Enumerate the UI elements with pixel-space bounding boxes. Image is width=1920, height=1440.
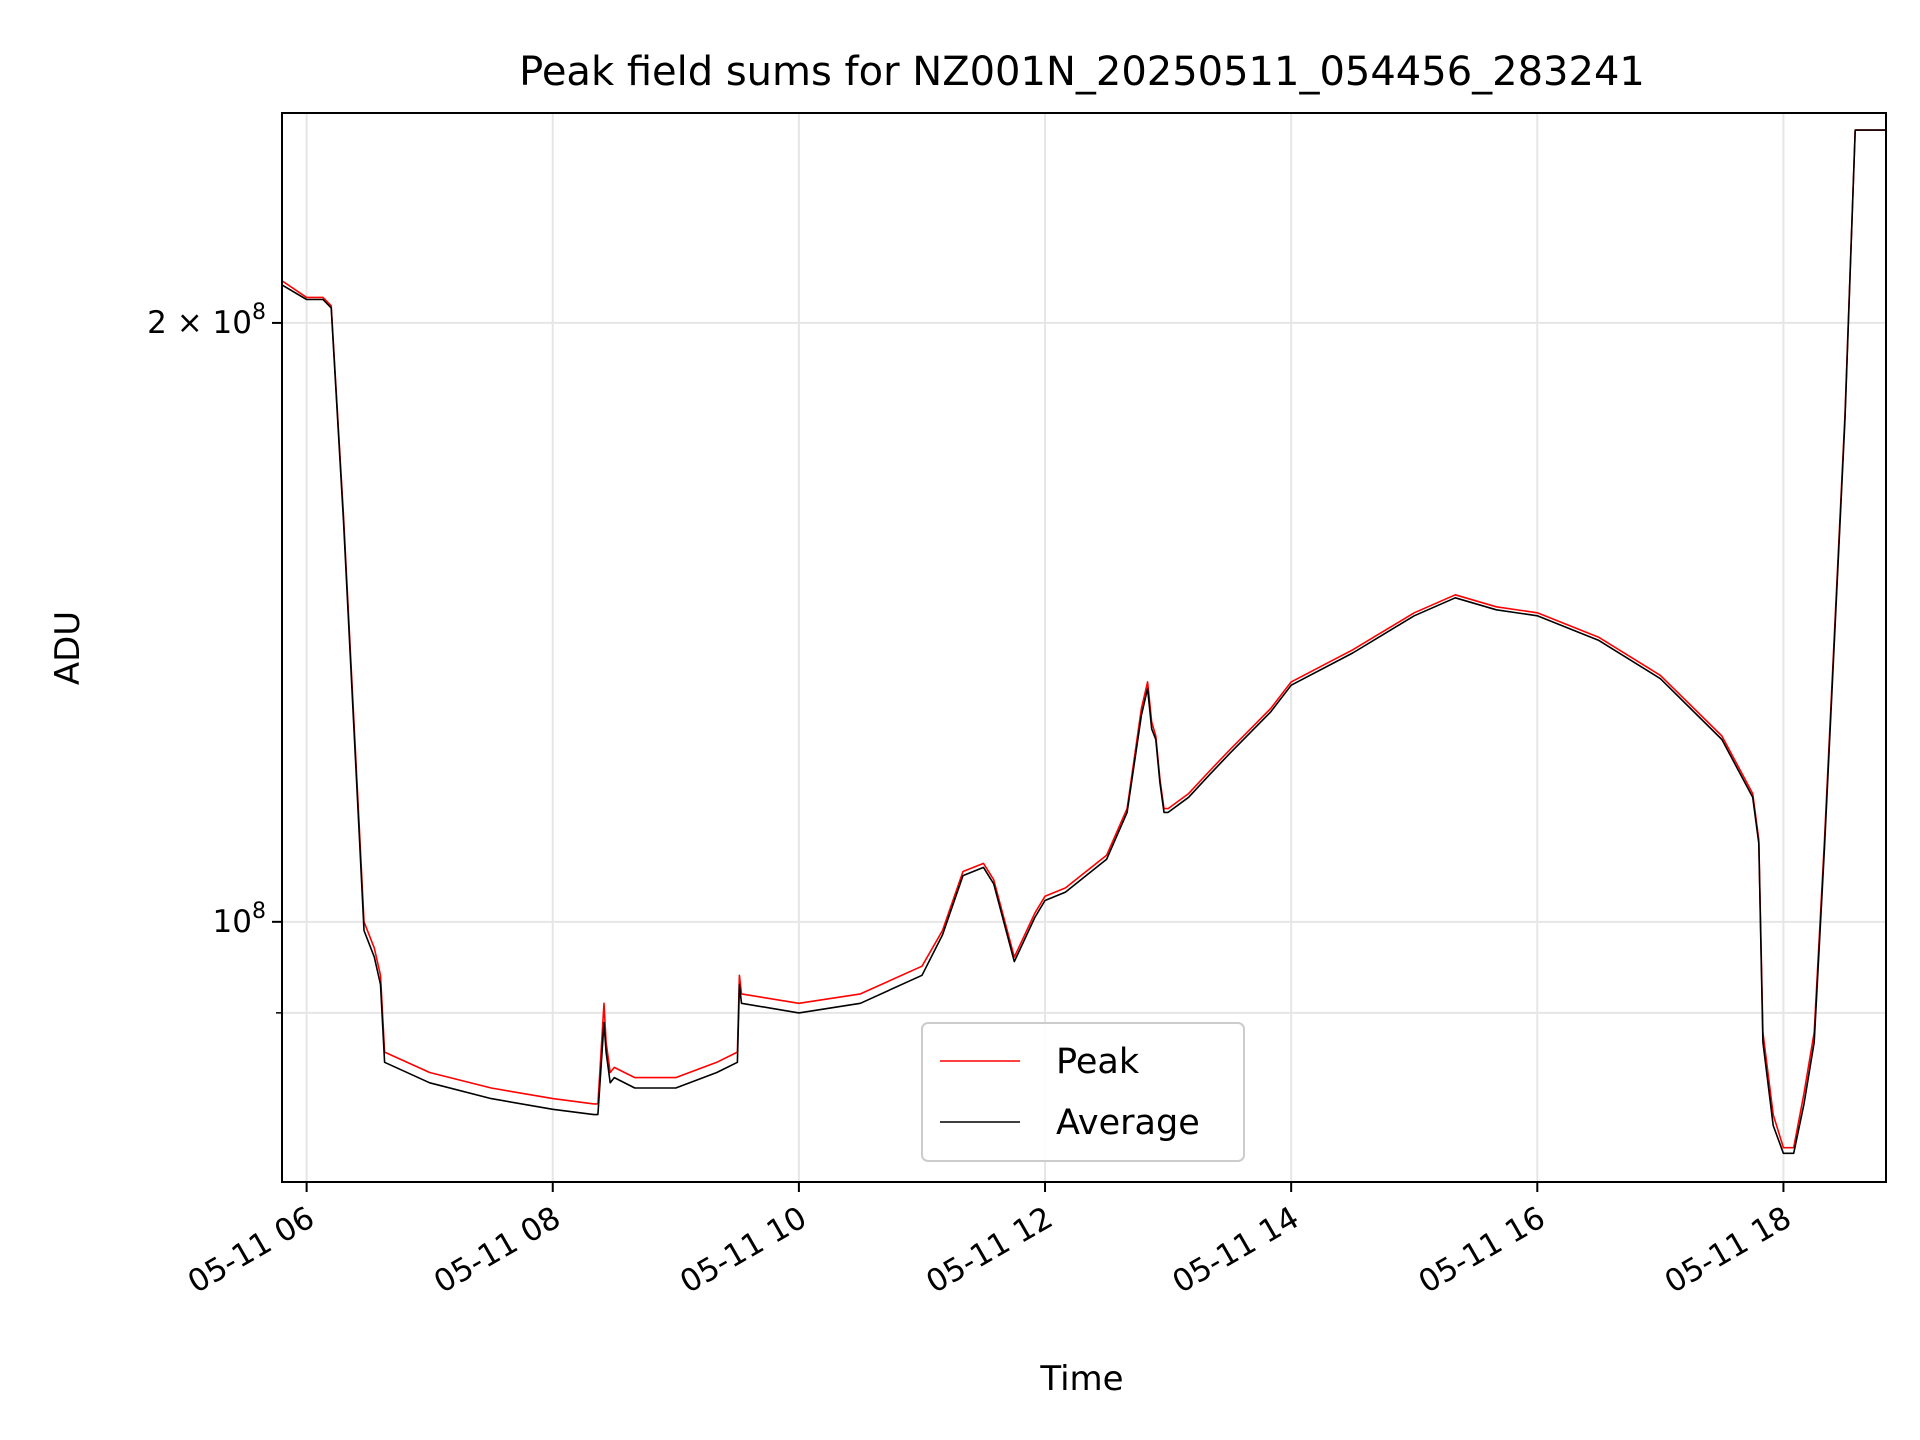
legend-label-average: Average	[1056, 1103, 1200, 1143]
chart-title: Peak field sums for NZ001N_20250511_0544…	[519, 49, 1645, 95]
legend-label-peak: Peak	[1056, 1042, 1140, 1082]
series-layer	[282, 129, 1886, 1155]
plot-frame	[281, 112, 1887, 1183]
x-axis-label: Time	[1039, 1359, 1123, 1399]
y-tick-label: 2 × 108	[147, 300, 266, 341]
y-tick-label: 108	[213, 899, 266, 940]
series-line-average	[282, 129, 1886, 1155]
series-line-peak	[282, 129, 1886, 1149]
y-axis-label: ADU	[48, 611, 88, 685]
legend: Peak Average	[921, 1022, 1245, 1162]
grid	[282, 113, 1886, 1182]
legend-box	[921, 1022, 1245, 1162]
